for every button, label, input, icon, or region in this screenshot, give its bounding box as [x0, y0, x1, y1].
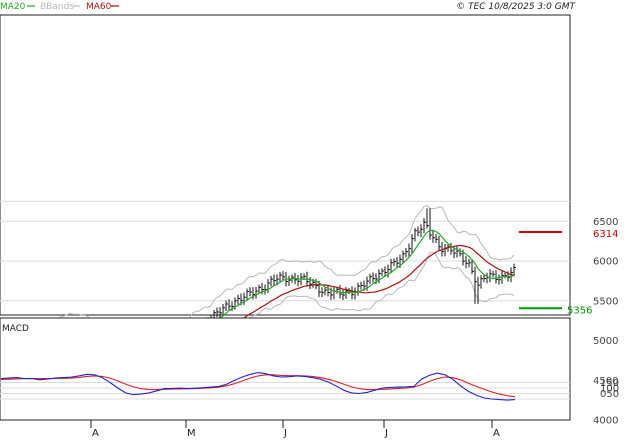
- macd-grid: [0, 382, 570, 400]
- price-y-axis: 6500 6000 5500 5000 4500 4000: [593, 217, 618, 427]
- x-axis-tick-label: A: [493, 428, 500, 439]
- bbands-upper-line: [0, 204, 515, 338]
- price-y-tick-label: 4000: [593, 416, 618, 427]
- x-axis-tick-label: M: [187, 428, 196, 439]
- x-axis-tick-label: J: [384, 428, 388, 439]
- support-annotation: 5356: [519, 305, 592, 316]
- price-y-tick-label: 5500: [593, 296, 618, 307]
- macd-line: [0, 372, 516, 401]
- price-y-tick-label: 6500: [593, 217, 618, 228]
- macd-y-tick-label: 150: [600, 378, 619, 389]
- legend-bbands-label: BBands: [40, 2, 74, 12]
- price-y-tick-label: 4500: [593, 376, 618, 387]
- price-y-tick-label: 5000: [593, 336, 618, 347]
- resistance-annotation: 6314: [519, 229, 618, 240]
- price-panel: 6500 6000 5500 5000 4500 4000 6314 5356: [0, 14, 618, 427]
- copyright-text: © TEC 10/8/2025 3:0 GMT: [456, 2, 576, 12]
- price-y-tick-label: 6000: [593, 257, 618, 268]
- macd-y-tick-label: 050: [600, 389, 619, 400]
- legend-ma60-label: MA60: [86, 2, 112, 12]
- chart-legend: MA20 BBands MA60: [0, 2, 119, 12]
- legend-ma20-label: MA20: [0, 2, 26, 12]
- macd-title: MACD: [2, 324, 29, 334]
- macd-signal-line: [0, 374, 516, 398]
- support-label: 5356: [567, 305, 592, 316]
- resistance-label: 6314: [593, 229, 618, 240]
- x-axis-tick-label: A: [92, 428, 99, 439]
- macd-panel-frame: [0, 317, 571, 421]
- macd-y-tick-label: 100: [600, 384, 619, 395]
- x-axis-tick-label: J: [283, 428, 287, 439]
- price-panel-frame: [0, 14, 571, 316]
